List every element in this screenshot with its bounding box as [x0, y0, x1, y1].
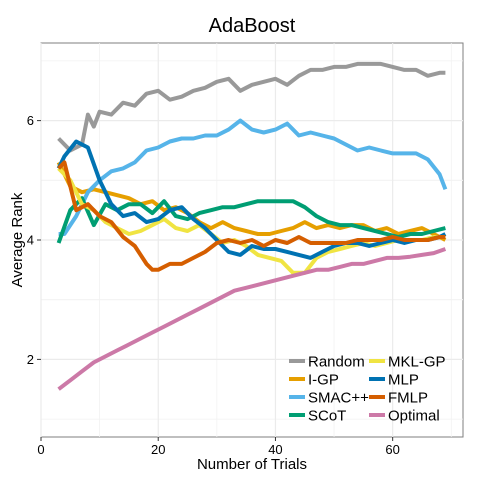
legend-label: MKL-GP — [388, 354, 446, 371]
series-lines — [56, 61, 448, 391]
y-tick-label: 2 — [27, 352, 34, 367]
y-tick-label: 4 — [27, 233, 34, 248]
x-tick-label: 0 — [37, 442, 44, 457]
series-line-i-gp — [56, 161, 447, 242]
x-tick-label: 20 — [151, 442, 165, 457]
legend-label: MLP — [388, 372, 419, 389]
x-tick-label: 40 — [268, 442, 282, 457]
x-axis-ticks: 0 20 40 60 — [37, 437, 400, 457]
y-tick-label: 6 — [27, 113, 34, 128]
y-axis-label: Average Rank — [9, 192, 26, 287]
series-line-optimal — [57, 247, 447, 391]
legend-label: Optimal — [388, 408, 440, 425]
chart-title: AdaBoost — [209, 15, 296, 37]
legend-label: FMLP — [388, 390, 428, 407]
legend-label: Random — [308, 354, 365, 371]
series-line-fmlp — [57, 160, 446, 272]
x-tick-label: 60 — [385, 442, 399, 457]
x-axis-label: Number of Trials — [197, 456, 307, 473]
grid — [40, 43, 463, 437]
series-line-scot — [56, 196, 446, 244]
series-line-random — [57, 61, 446, 153]
y-axis-ticks: 2 4 6 — [27, 113, 41, 367]
legend-label: SCoT — [308, 408, 346, 425]
series-line-mlp — [56, 139, 447, 260]
legend-label: I-GP — [308, 372, 339, 389]
series-line-smac- — [58, 118, 448, 236]
legend-label: SMAC++ — [308, 390, 369, 407]
